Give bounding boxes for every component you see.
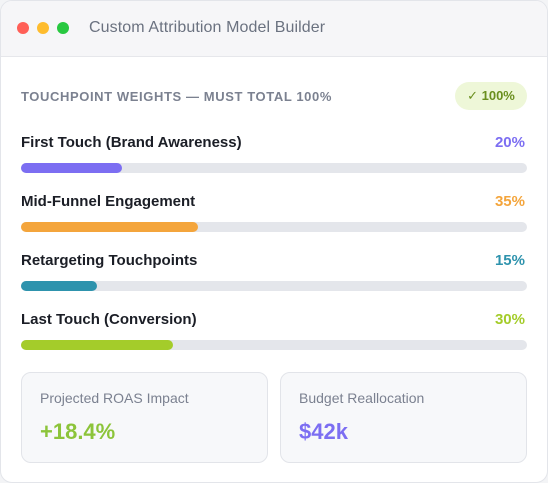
touchpoint-percent-first-touch: 20% [494,134,525,151]
touchpoint-label-last-touch: Last Touch (Conversion) [21,311,197,328]
weight-fill-mid-funnel [21,222,199,232]
weight-slider-mid-funnel[interactable] [21,222,527,232]
section-header: TOUCHPOINT WEIGHTS — MUST TOTAL 100% [21,89,332,104]
weight-slider-retargeting[interactable] [21,281,527,291]
touchpoint-percent-retargeting: 15% [494,252,525,269]
budget-reallocation-label: Budget Reallocation [299,390,425,406]
touchpoint-label-first-touch: First Touch (Brand Awareness) [21,134,242,151]
weight-slider-first-touch[interactable] [21,163,527,173]
weight-fill-first-touch [21,163,123,173]
minimize-window-button[interactable] [37,22,49,34]
weight-slider-last-touch[interactable] [21,340,527,350]
window-title: Custom Attribution Model Builder [89,19,326,36]
weight-fill-last-touch [21,340,173,350]
touchpoint-percent-mid-funnel: 35% [494,193,525,210]
roas-impact-card: Projected ROAS Impact +18.4% [21,372,268,463]
touchpoint-percent-last-touch: 30% [494,311,525,328]
maximize-window-button[interactable] [57,22,69,34]
budget-reallocation-card: Budget Reallocation $42k [280,372,527,463]
close-window-button[interactable] [17,22,29,34]
budget-reallocation-value: $42k [299,419,348,444]
roas-impact-label: Projected ROAS Impact [40,390,189,406]
touchpoint-label-retargeting: Retargeting Touchpoints [21,252,198,269]
roas-impact-value: +18.4% [40,419,116,444]
weight-fill-retargeting [21,281,97,291]
window-titlebar: Custom Attribution Model Builder [1,1,547,57]
total-status-badge: ✓ 100% [455,82,527,110]
touchpoint-label-mid-funnel: Mid-Funnel Engagement [21,193,196,210]
